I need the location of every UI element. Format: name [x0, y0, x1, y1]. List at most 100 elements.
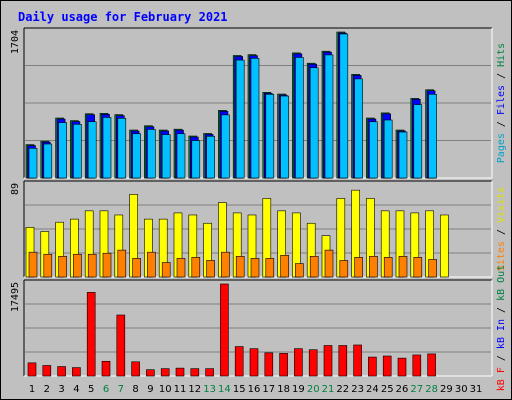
bar-pages: [265, 94, 275, 179]
side-label-part: kB Out: [496, 265, 507, 301]
bar-kb-f: [42, 365, 52, 377]
bar-kb-f: [294, 348, 303, 377]
bar-sites: [324, 249, 334, 278]
x-tick-labels: 1 2 3 4 5 6 7 8 9 10 11 12 13 14 15 16 17 18 19 20 21 22 23 24 2…: [29, 384, 483, 395]
x-tick-label: 8: [132, 384, 138, 395]
x-tick-label: 29: [440, 384, 453, 395]
x-tick-label: 5: [88, 384, 94, 395]
bar-kb-f: [308, 349, 318, 377]
x-tick-label: 14: [218, 384, 231, 395]
bar-pages: [354, 78, 363, 179]
bar-kb-f: [397, 357, 407, 377]
bar-sites: [206, 260, 215, 278]
bar-pages: [132, 133, 141, 179]
y-max-labels: 1704 89 17495: [10, 30, 21, 312]
bar-kb-f: [27, 362, 37, 377]
bar-sites: [265, 258, 275, 278]
bar-kb-f: [160, 368, 170, 377]
bar-sites: [221, 251, 230, 278]
bar-sites: [235, 256, 245, 278]
bar-sites: [191, 257, 201, 278]
side-label-part: /: [496, 115, 507, 133]
bar-pages: [28, 147, 38, 179]
bar-kb-f: [190, 368, 200, 377]
x-tick-label: 11: [174, 384, 187, 395]
bar-sites: [161, 262, 171, 278]
bar-sites: [73, 253, 82, 278]
bar-pages: [398, 131, 408, 179]
side-label-visits-sites: Sites / Visits: [496, 187, 507, 271]
y-max-label-pages-files-hits: 1704: [10, 30, 21, 54]
bar-sites: [413, 257, 423, 278]
bar-pages: [369, 121, 378, 179]
bar-sites: [58, 256, 67, 278]
x-tick-label: 16: [248, 384, 261, 395]
x-tick-label: 20: [307, 384, 320, 395]
bar-pages: [309, 67, 319, 179]
x-tick-label: 4: [73, 384, 79, 395]
bar-sites: [428, 259, 437, 278]
bar-kb-f: [205, 368, 214, 377]
bar-pages: [428, 94, 437, 179]
bar-pages: [280, 95, 289, 179]
bar-pages: [250, 58, 260, 179]
bar-pages: [413, 104, 423, 179]
side-label-part: /: [496, 223, 507, 241]
side-label-part: Visits: [496, 187, 507, 223]
x-tick-label: 22: [336, 384, 349, 395]
x-tick-label: 19: [292, 384, 305, 395]
x-tick-label: 18: [277, 384, 290, 395]
bar-pages: [383, 119, 393, 179]
x-tick-label: 2: [44, 384, 50, 395]
x-tick-label: 31: [470, 384, 483, 395]
bar-sites: [309, 256, 319, 278]
bar-pages: [206, 136, 215, 179]
bar-sites: [176, 258, 186, 278]
bar-sites: [117, 249, 127, 278]
bar-pages: [176, 133, 186, 179]
bar-visits: [440, 214, 449, 278]
bar-kb-f: [72, 367, 81, 377]
bar-kb-f: [427, 353, 436, 377]
x-tick-label: 24: [366, 384, 379, 395]
x-tick-label: 3: [58, 384, 64, 395]
bar-pages: [43, 143, 53, 179]
bar-sites: [28, 251, 38, 278]
x-tick-label: 28: [425, 384, 438, 395]
bar-pages: [235, 59, 245, 179]
bar-kb-f: [368, 356, 377, 377]
x-tick-label: 6: [103, 384, 109, 395]
bar-kb-f: [264, 352, 274, 377]
side-label-kbytes: kB F / kB In / kB Out: [496, 265, 507, 391]
bar-sites: [102, 252, 112, 278]
bar-kb-f: [146, 369, 155, 377]
side-label-part: kB F: [496, 367, 507, 391]
x-tick-label: 17: [262, 384, 275, 395]
bar-kb-f: [338, 345, 348, 377]
side-label-part: /: [496, 67, 507, 85]
side-label-part: Sites: [496, 241, 507, 271]
bar-kb-f: [57, 366, 66, 377]
x-tick-label: 13: [203, 384, 216, 395]
bar-sites: [280, 254, 289, 278]
bar-sites: [339, 260, 349, 278]
bar-kb-f: [279, 353, 288, 377]
side-label-part: Hits: [496, 43, 507, 67]
bar-pages: [58, 122, 67, 179]
bar-kb-f: [249, 348, 259, 377]
chart-title: Daily usage for February 2021: [18, 10, 228, 24]
bar-sites: [250, 258, 260, 278]
bar-pages: [221, 114, 230, 179]
bar-kb-f: [101, 360, 111, 377]
y-max-label-kbytes: 17495: [10, 282, 21, 312]
x-tick-label: 1: [29, 384, 35, 395]
bar-pages: [117, 118, 127, 179]
side-label-part: Pages: [496, 133, 507, 163]
bar-kb-f: [323, 345, 333, 377]
bar-kb-f: [220, 283, 229, 377]
side-label-part: kB In: [496, 319, 507, 349]
x-tick-label: 9: [147, 384, 153, 395]
bar-sites: [398, 256, 408, 278]
bar-kb-f: [353, 344, 362, 377]
